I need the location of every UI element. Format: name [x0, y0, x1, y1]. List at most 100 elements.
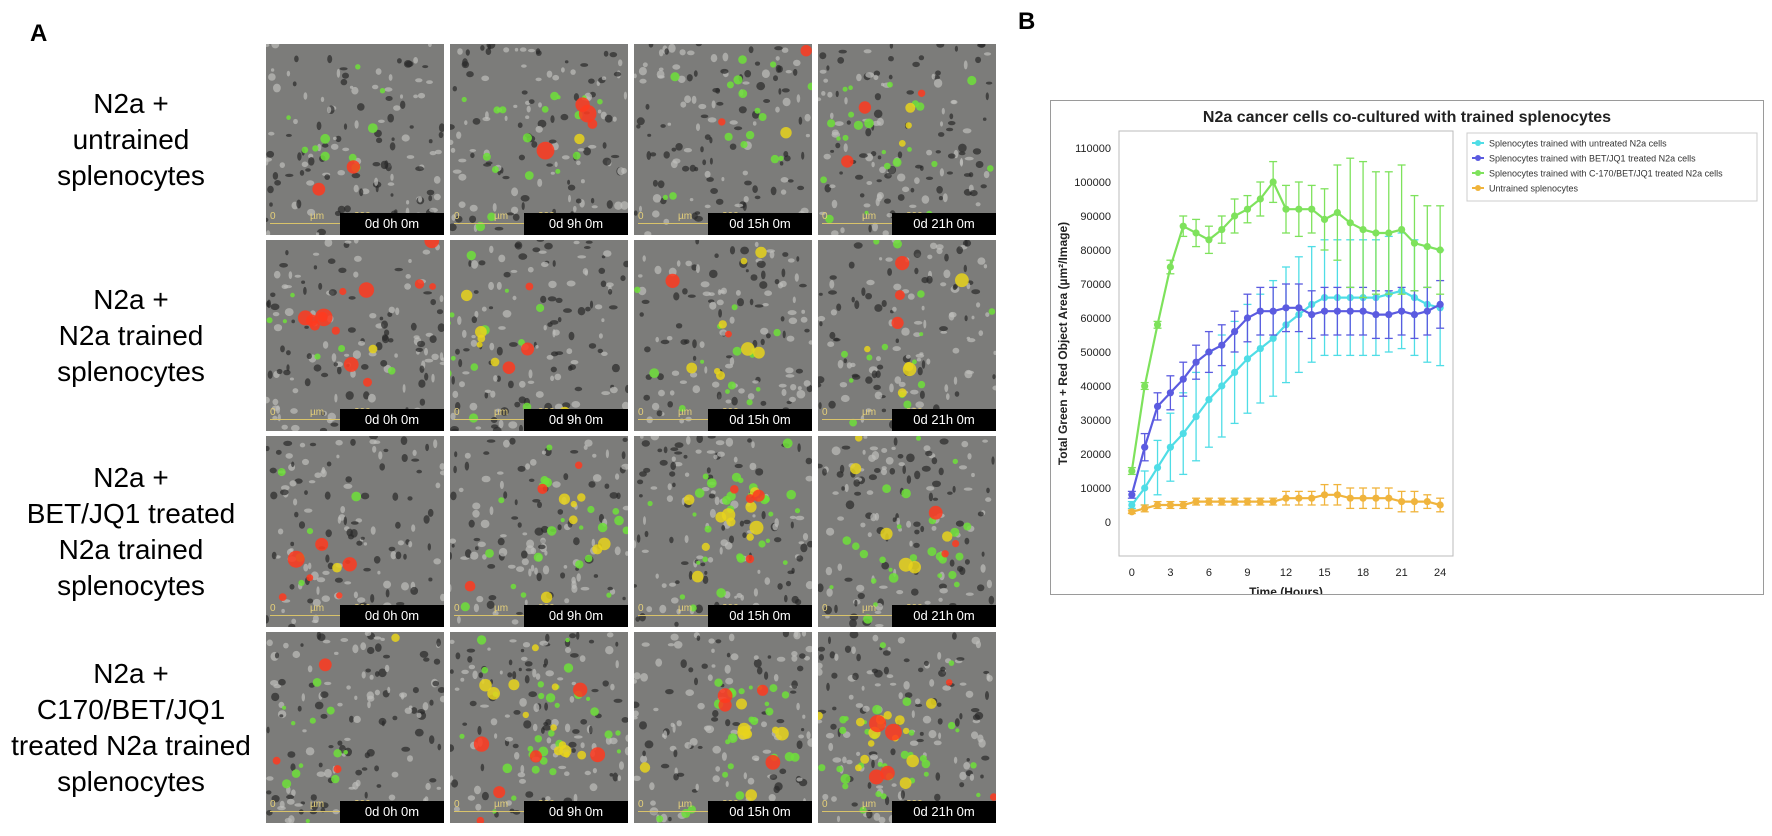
micrograph-tile: 0µm2000d 15h 0m	[634, 632, 812, 823]
y-tick-label: 110000	[1075, 143, 1111, 155]
scale-bar-line	[270, 419, 375, 420]
data-point	[1282, 494, 1290, 502]
data-point	[1231, 368, 1239, 376]
timestamp-label: 0d 21h 0m	[892, 801, 996, 823]
legend-swatch-marker	[1475, 185, 1481, 191]
timestamp-label: 0d 0h 0m	[340, 213, 444, 235]
data-point	[1256, 195, 1264, 203]
data-point	[1346, 219, 1354, 227]
timestamp-label: 0d 21h 0m	[892, 213, 996, 235]
cell-texture	[450, 632, 628, 823]
data-point	[1153, 402, 1162, 410]
data-point	[1423, 307, 1431, 315]
legend-swatch-marker	[1475, 140, 1481, 146]
data-point	[1141, 443, 1149, 451]
scale-bar-line	[822, 223, 927, 224]
y-tick-label: 30000	[1080, 415, 1111, 427]
data-point	[1128, 501, 1136, 509]
scale-bar-unit: µm	[494, 603, 509, 614]
timestamp-label: 0d 9h 0m	[524, 213, 628, 235]
data-point	[1205, 348, 1213, 356]
scale-bar-left: 0	[638, 799, 644, 810]
y-tick-label: 100000	[1074, 177, 1111, 189]
row-label-line: N2a trained	[58, 319, 204, 351]
scale-bar-unit: µm	[310, 211, 325, 222]
x-tick-label: 18	[1357, 567, 1369, 579]
data-point	[1205, 236, 1213, 244]
data-point	[1398, 226, 1406, 234]
data-point	[1269, 334, 1277, 342]
scale-bar-unit: µm	[310, 603, 325, 614]
row-label: N2a + BET/JQ1 treated N2a trained splenocyt…	[0, 460, 262, 604]
data-point	[1179, 430, 1187, 438]
data-point	[1243, 205, 1252, 213]
data-point	[1153, 501, 1162, 509]
panel-b-letter: B	[1018, 8, 1036, 35]
y-tick-label: 50000	[1080, 347, 1111, 359]
row-label-line: N2a +	[93, 461, 169, 493]
timestamp-label: 0d 9h 0m	[524, 801, 628, 823]
data-point	[1269, 498, 1277, 506]
row-label-line: treated N2a trained	[11, 729, 251, 761]
scale-bar-line	[454, 223, 559, 224]
plot-area	[1118, 130, 1454, 557]
scale-bar-unit: µm	[678, 211, 693, 222]
scale-bar-left: 0	[822, 799, 828, 810]
scale-bar-left: 0	[638, 211, 644, 222]
micrograph-tile: 0µm2000d 21h 0m	[818, 436, 996, 627]
data-point	[1282, 205, 1290, 213]
scale-bar-unit: µm	[678, 799, 693, 810]
data-point	[1166, 501, 1174, 509]
data-point	[1141, 382, 1149, 390]
row-label-line: untrained	[72, 123, 190, 155]
scale-bar-line	[822, 419, 927, 420]
data-point	[1179, 222, 1187, 230]
data-point	[1410, 311, 1419, 319]
timestamp-label: 0d 15h 0m	[708, 213, 812, 235]
row-label-line: BET/JQ1 treated	[26, 497, 236, 529]
data-point	[1346, 307, 1354, 315]
timestamp-label: 0d 0h 0m	[340, 801, 444, 823]
data-point	[1436, 300, 1444, 308]
data-point	[1153, 321, 1162, 329]
data-point	[1218, 498, 1226, 506]
micrograph-tile: 0µm2000d 15h 0m	[634, 436, 812, 627]
scale-bar-left: 0	[454, 603, 460, 614]
data-point	[1179, 501, 1187, 509]
scale-bar-left: 0	[822, 603, 828, 614]
data-point	[1179, 375, 1187, 383]
data-point	[1192, 229, 1200, 237]
x-tick-label: 12	[1280, 567, 1292, 579]
data-point	[1385, 494, 1393, 502]
micrograph-tile: 0µm2000d 15h 0m	[634, 44, 812, 235]
scale-bar-line	[454, 615, 559, 616]
cell-texture	[450, 240, 628, 431]
y-tick-label: 40000	[1080, 381, 1111, 393]
data-point	[1218, 226, 1226, 234]
data-point	[1436, 501, 1444, 509]
scale-bar-line	[638, 223, 743, 224]
data-point	[1372, 494, 1380, 502]
panel-a-letter: A	[30, 20, 48, 47]
micrograph-tile: 0µm2000d 21h 0m	[818, 632, 996, 823]
y-tick-label: 20000	[1080, 449, 1111, 461]
scale-bar-line	[454, 811, 559, 812]
row-label-line: N2a +	[93, 657, 169, 689]
data-point	[1243, 355, 1252, 363]
data-point	[1359, 226, 1367, 234]
row-label: N2a + N2a trained splenocytes	[0, 282, 262, 390]
cell-texture	[266, 240, 444, 431]
data-point	[1269, 178, 1277, 186]
timestamp-label: 0d 21h 0m	[892, 605, 996, 627]
data-point	[1410, 498, 1419, 506]
data-point	[1192, 413, 1200, 421]
y-tick-label: 0	[1105, 517, 1111, 529]
x-tick-label: 9	[1244, 567, 1250, 579]
data-point	[1205, 498, 1213, 506]
data-point	[1320, 307, 1329, 315]
line-chart: 0 10000 20000 30000 40000 50000 60000 70000 8000…	[1056, 130, 1758, 594]
micrograph-tile: 0µm2000d 9h 0m	[450, 44, 628, 235]
micrograph-tile: 0µm2000d 0h 0m	[266, 240, 444, 431]
data-point	[1436, 246, 1444, 254]
micrograph-tile: 0µm2000d 0h 0m	[266, 436, 444, 627]
